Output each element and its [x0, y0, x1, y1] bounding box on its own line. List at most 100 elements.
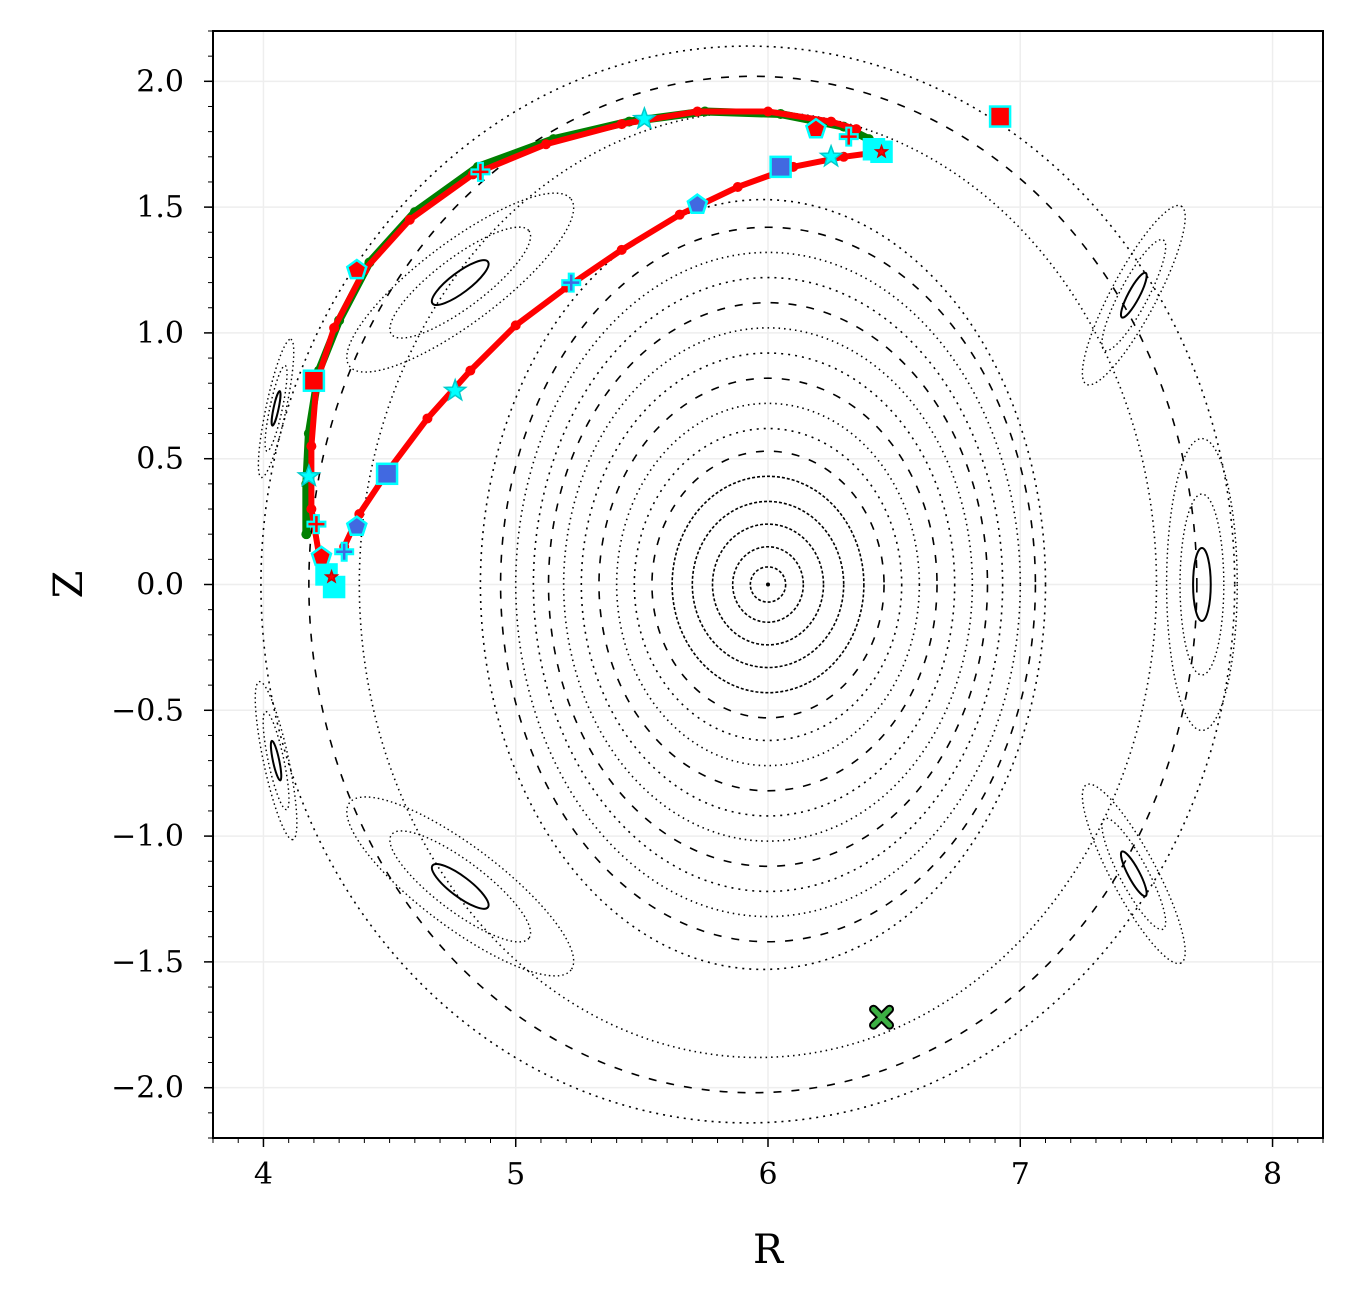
series-point — [306, 504, 317, 515]
island-contour — [346, 192, 575, 373]
star-marker — [631, 105, 657, 130]
island-contour — [430, 863, 490, 910]
island — [1081, 204, 1186, 386]
y-tick-label: 1.0 — [136, 316, 184, 351]
flux-surface — [598, 377, 938, 792]
island-contour — [1081, 783, 1186, 965]
plus-marker — [470, 161, 491, 182]
series-point — [674, 209, 685, 220]
island-contour — [1081, 204, 1186, 386]
island-contour — [346, 796, 575, 977]
series-point — [301, 529, 312, 540]
x-point-marker — [869, 1004, 895, 1030]
island-contour — [430, 259, 490, 306]
flux-surface — [562, 327, 974, 842]
series-point — [826, 116, 837, 127]
series-point — [306, 441, 317, 452]
island-contour — [264, 364, 288, 452]
star-marker — [323, 568, 340, 584]
island-contour — [254, 680, 298, 841]
island-contour — [269, 739, 283, 782]
island-contour — [1119, 271, 1148, 319]
x-tick-label: 5 — [506, 1157, 525, 1192]
y-tick-label: −1.0 — [111, 819, 184, 854]
grid — [213, 31, 1323, 1138]
island-contour — [270, 390, 282, 427]
pentagon-marker — [345, 515, 368, 536]
magnetic-axis-point — [766, 582, 770, 587]
series-point — [616, 119, 627, 130]
series-point — [329, 322, 340, 333]
island-contour — [1192, 547, 1212, 622]
square-marker — [988, 105, 1012, 128]
series-point — [465, 365, 476, 376]
flux-surface — [547, 301, 989, 868]
square-marker — [302, 369, 326, 392]
x-tick-label: 6 — [758, 1157, 777, 1192]
x-point-glyph — [869, 1004, 895, 1030]
flux-surface — [731, 545, 805, 624]
plus-marker-core — [472, 163, 489, 180]
flux-surface — [514, 251, 1022, 918]
pentagon-marker — [686, 193, 709, 214]
plus-marker — [334, 541, 355, 562]
island-contour — [262, 710, 290, 811]
plus-marker-core — [840, 128, 857, 145]
y-tick-label: −0.5 — [111, 693, 184, 728]
flux-surface — [671, 475, 865, 694]
island — [257, 338, 295, 479]
flux-surface — [651, 450, 885, 719]
series-point — [422, 413, 433, 424]
flux-surface — [633, 427, 903, 742]
star-marker — [873, 143, 890, 159]
axis-ticks: 4 5 6 7 8 2.0 1.5 1.0 0.5 0.0 −0.5 −1.0 −1.5 −2.0 — [111, 30, 1324, 1192]
series-point — [541, 139, 551, 150]
island-contour — [1165, 437, 1238, 732]
flux-surface — [479, 198, 1047, 971]
series-point — [404, 214, 415, 225]
series-point — [692, 106, 703, 117]
series-point — [763, 106, 773, 117]
island — [1165, 437, 1238, 732]
flux-surface — [749, 566, 787, 603]
pentagon-marker — [310, 545, 333, 567]
plus-marker — [561, 272, 582, 293]
flux-surface — [615, 402, 921, 767]
series-point — [851, 124, 862, 135]
x-axis-label: R — [753, 1227, 785, 1273]
square-marker — [769, 155, 792, 179]
series-point — [732, 181, 743, 192]
y-tick-label: 0.0 — [136, 568, 184, 603]
flux-surfaces — [260, 45, 1236, 1124]
y-tick-label: 0.5 — [136, 442, 184, 477]
y-tick-label: 2.0 — [136, 64, 184, 99]
plus-marker — [838, 126, 859, 147]
island — [346, 796, 575, 977]
plus-marker-core — [336, 543, 353, 560]
y-axis-label: Z — [46, 571, 92, 599]
plot-area — [254, 45, 1238, 1124]
plus-marker-core — [308, 516, 325, 533]
flux-surface — [308, 75, 1198, 1094]
island — [254, 680, 298, 841]
star-marker — [296, 463, 322, 488]
island-contour — [257, 338, 295, 479]
x-tick-label: 4 — [254, 1157, 273, 1192]
flux-surface — [711, 523, 825, 646]
pentagon-marker — [345, 258, 368, 280]
trajectory-markers — [296, 105, 1012, 599]
y-tick-label: −1.5 — [111, 945, 184, 980]
island-contour — [1101, 238, 1167, 352]
island-contour — [1101, 817, 1167, 931]
island — [346, 192, 575, 373]
x-tick-label: 8 — [1263, 1157, 1282, 1192]
flux-surface — [580, 352, 956, 817]
flux-surface — [260, 45, 1236, 1124]
plus-marker-core — [563, 274, 580, 291]
plus-marker — [306, 514, 327, 535]
star-marker — [442, 377, 468, 402]
y-tick-label: 1.5 — [136, 190, 184, 225]
series-point — [510, 320, 521, 331]
